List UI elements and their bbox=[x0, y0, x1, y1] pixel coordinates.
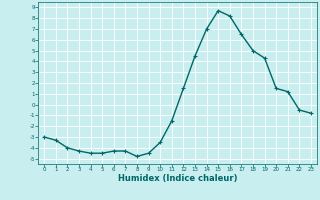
X-axis label: Humidex (Indice chaleur): Humidex (Indice chaleur) bbox=[118, 174, 237, 183]
